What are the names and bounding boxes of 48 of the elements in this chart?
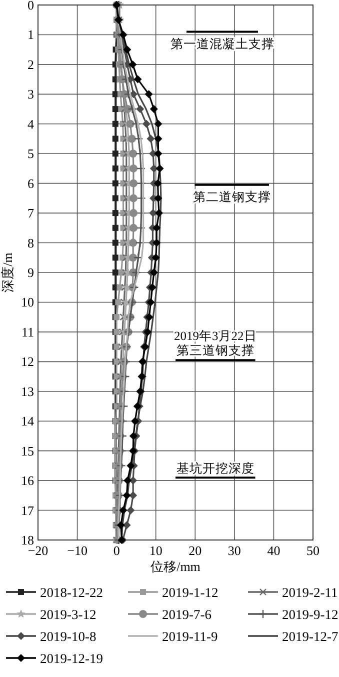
legend-label: 2019-1-12: [162, 585, 218, 600]
y-tick-label: 3: [28, 86, 34, 102]
x-tick-label: 40: [267, 543, 280, 558]
y-tick-label: 5: [28, 146, 34, 162]
legend-item: 2018-12-22: [6, 585, 103, 600]
legend-item: 2019-11-9: [128, 629, 218, 644]
y-tick-label: 11: [21, 324, 34, 340]
y-tick-label: 6: [28, 176, 34, 191]
legend-label: 2019-7-6: [162, 607, 212, 622]
legend-label: 2019-11-9: [162, 629, 218, 644]
legend-label: 2019-10-8: [40, 629, 96, 644]
legend-label: 2019-12-7: [282, 629, 338, 644]
legend-item: 2019-12-7: [248, 629, 338, 644]
x-tick-label: −10: [67, 543, 88, 558]
y-tick-label: 0: [28, 0, 34, 12]
x-tick-label: 50: [306, 543, 320, 558]
y-tick-label: 13: [21, 384, 34, 399]
legend-label: 2019-3-12: [40, 607, 96, 622]
x-axis-title: 位移/mm: [150, 559, 200, 574]
y-tick-label: 17: [21, 502, 34, 518]
y-tick-label: 12: [21, 354, 34, 370]
legend-label: 2019-9-12: [282, 607, 338, 622]
x-tick-label: 0: [113, 543, 120, 558]
x-tick-label: 10: [149, 543, 162, 558]
legend-item: 2019-10-8: [6, 629, 96, 644]
legend-label: 2019-2-11: [282, 585, 338, 600]
x-tick-label: 20: [188, 543, 202, 558]
y-tick-label: 8: [28, 235, 34, 250]
legend-item: 2019-9-12: [248, 607, 338, 622]
legend-item: 2019-7-6: [128, 607, 212, 622]
legend-item: 2019-12-19: [6, 651, 103, 666]
y-tick-label: 9: [28, 265, 34, 280]
y-tick-label: 7: [28, 206, 34, 221]
y-tick-label: 1: [28, 27, 34, 42]
legend-item: 2019-1-12: [128, 585, 218, 600]
legend-item: 2019-3-12: [6, 607, 96, 622]
y-tick-label: 16: [21, 473, 34, 488]
y-tick-label: 4: [28, 116, 34, 132]
y-tick-label: 18: [21, 532, 34, 548]
y-axis-title: 深度/m: [0, 252, 15, 292]
x-tick-label: 30: [228, 543, 241, 558]
legend-label: 2018-12-22: [40, 585, 103, 600]
legend-item: 2019-2-11: [248, 585, 338, 600]
legend-label: 2019-12-19: [40, 651, 104, 666]
y-tick-label: 14: [21, 414, 34, 429]
y-tick-label: 15: [21, 443, 34, 458]
y-tick-label: 10: [21, 294, 34, 310]
y-tick-label: 2: [28, 56, 34, 72]
